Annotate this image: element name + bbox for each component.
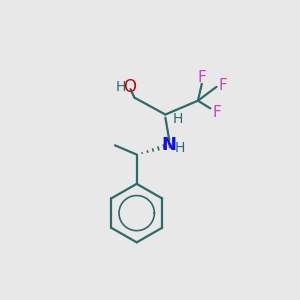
Text: N: N: [162, 136, 177, 154]
Text: F: F: [218, 78, 227, 93]
Text: H: H: [115, 80, 126, 94]
Text: F: F: [197, 70, 206, 85]
Text: F: F: [212, 105, 221, 120]
Text: H: H: [172, 112, 183, 126]
Text: H: H: [175, 141, 185, 155]
Text: O: O: [123, 78, 136, 96]
